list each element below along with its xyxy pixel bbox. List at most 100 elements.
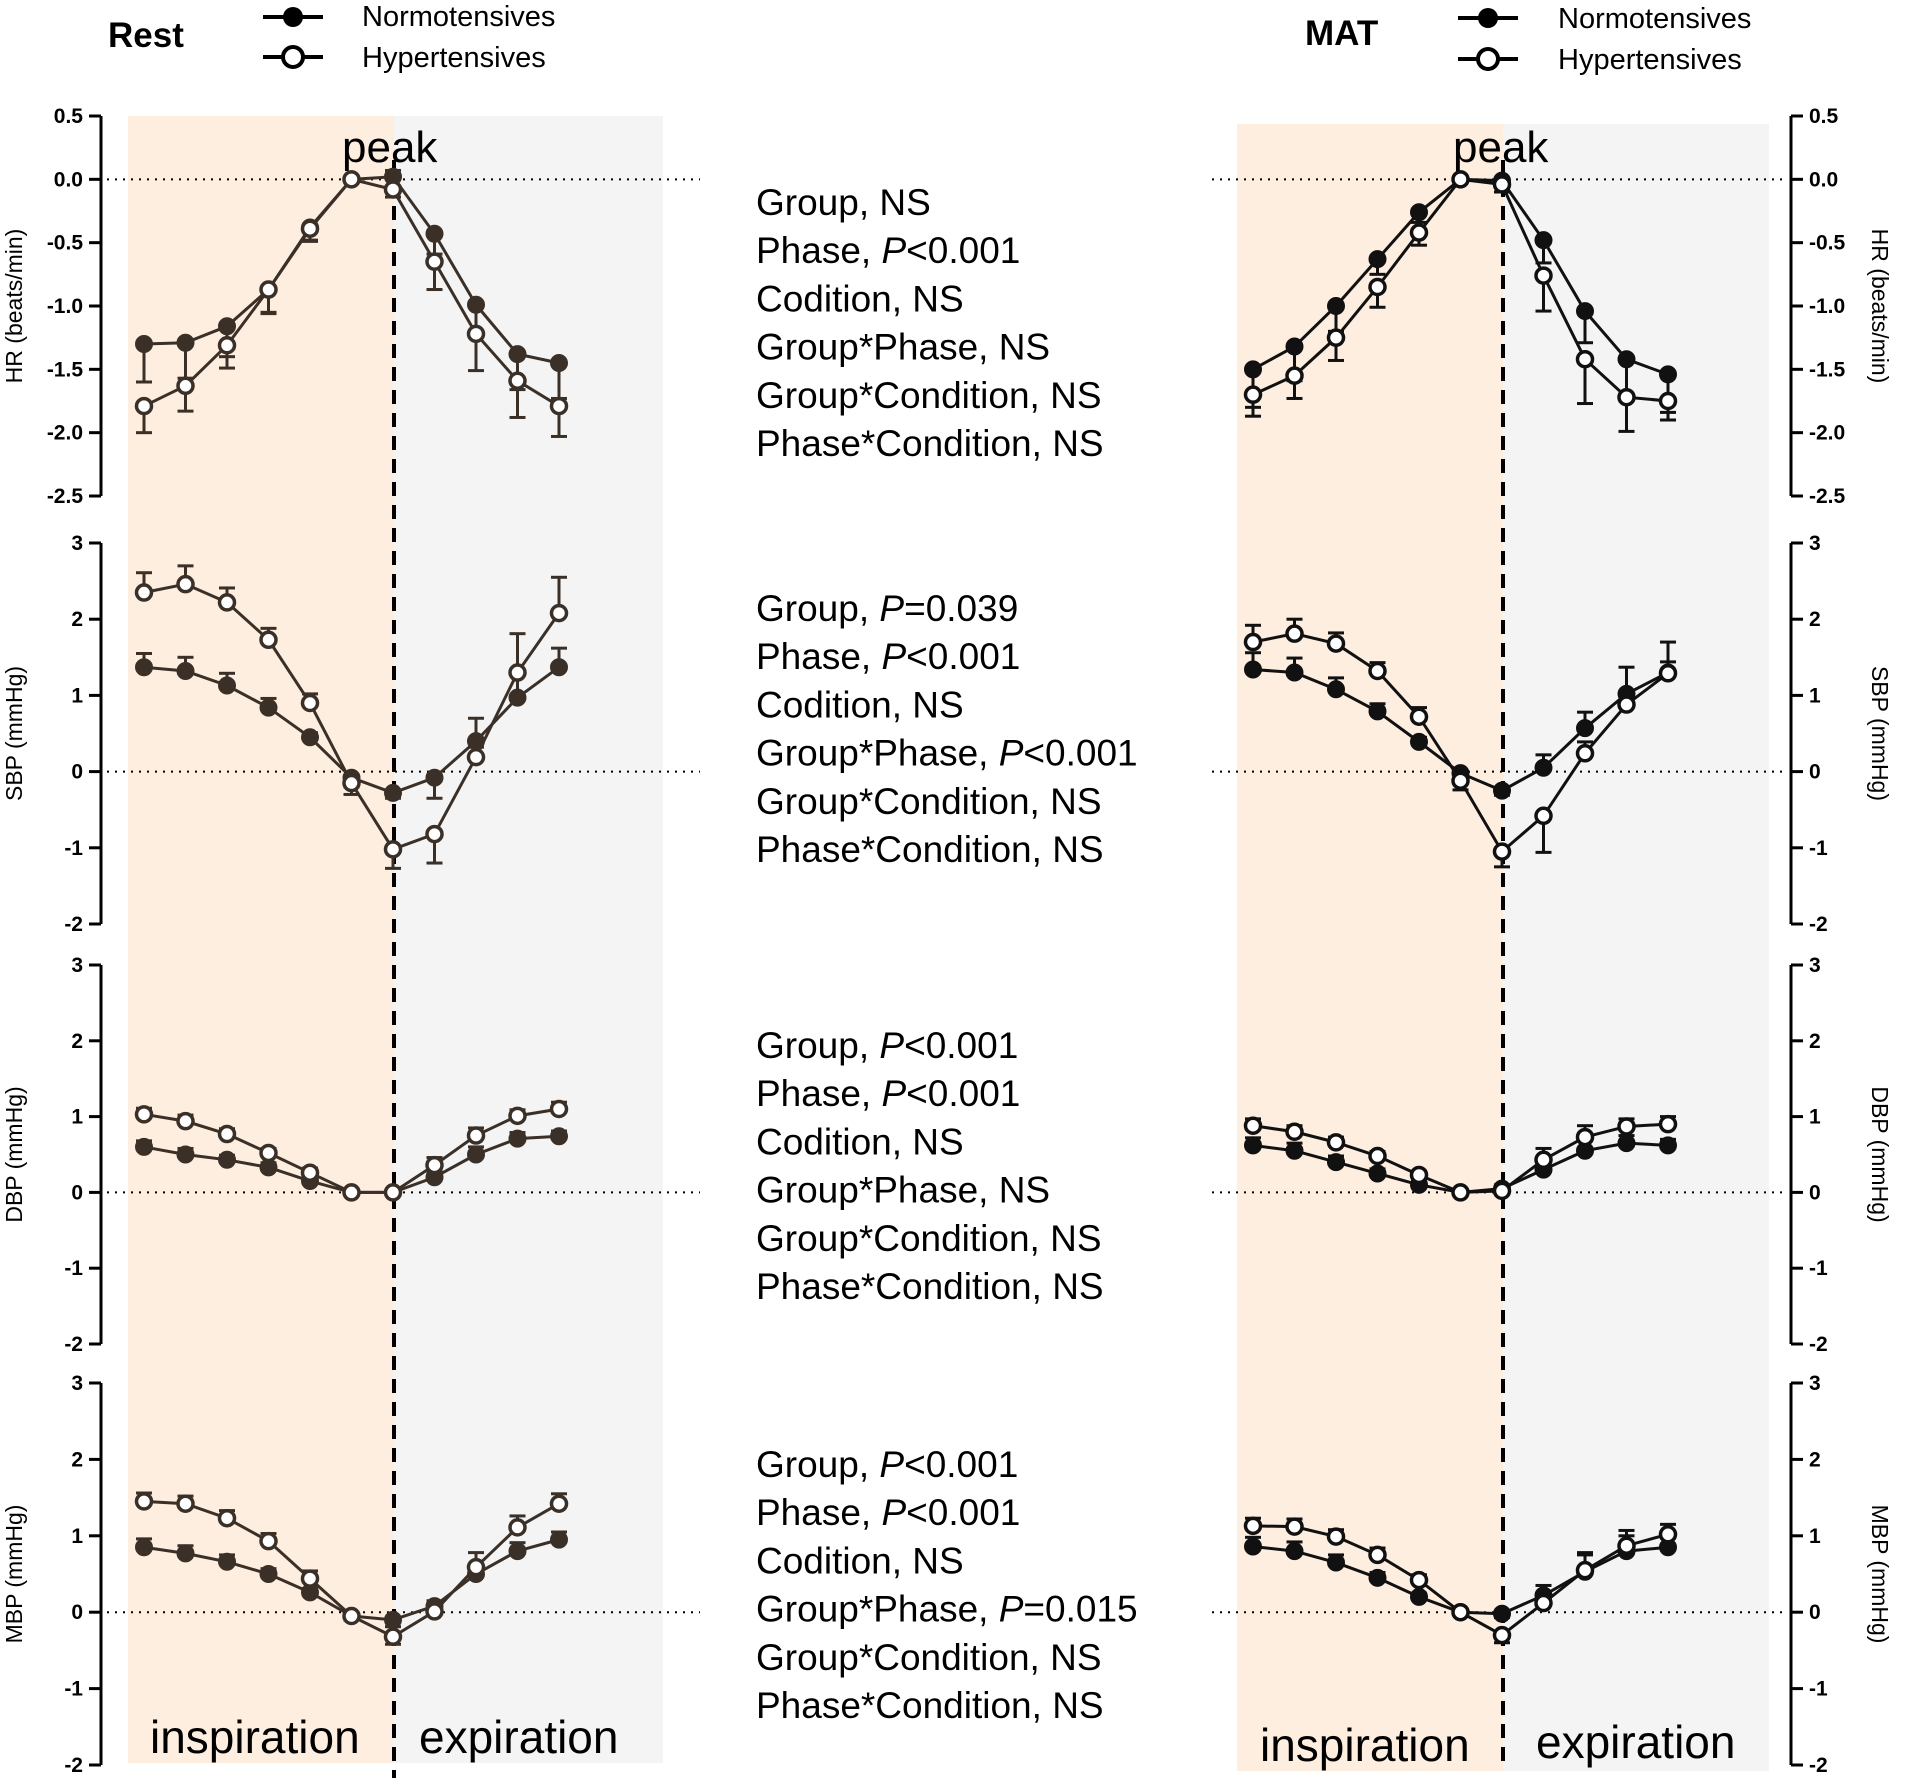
- data-point: [342, 1606, 361, 1626]
- rest-mbp-chart: 3 2 1 0 -1 -2 MBP (mmHg): [1, 1372, 700, 1777]
- data-point: [550, 1530, 568, 1549]
- legend-normotensives-marker: [283, 7, 303, 27]
- data-point: [1285, 663, 1304, 682]
- y-axis-label: HR (beats/min): [1, 229, 27, 384]
- data-point: [1492, 1625, 1512, 1645]
- stat-line: Codition, NS: [756, 1121, 964, 1162]
- data-point: [134, 583, 154, 602]
- y-tick-label: 1: [1809, 1525, 1821, 1548]
- data-point: [218, 317, 236, 336]
- stat-line: Phase*Condition, NS: [756, 829, 1104, 870]
- data-point: [1576, 719, 1594, 738]
- data-point: [383, 1183, 403, 1202]
- data-point: [549, 396, 569, 416]
- mat-expiration-band: [1503, 124, 1769, 1771]
- y-tick-label: 1: [71, 1106, 83, 1129]
- y-tick-label: -1.0: [1809, 295, 1845, 318]
- y-tick-label: 0.5: [1809, 105, 1839, 128]
- y-tick-label: 3: [1809, 532, 1821, 555]
- stat-line: Group, P=0.039: [756, 588, 1018, 629]
- y-tick-label: -1: [64, 1257, 83, 1280]
- data-point: [259, 698, 278, 717]
- data-point: [508, 663, 527, 682]
- y-tick-label: 0: [1809, 1601, 1821, 1624]
- data-point: [1327, 1153, 1345, 1172]
- mat-inspiration-label: inspiration: [1260, 1719, 1470, 1771]
- stat-line: Group*Condition, NS: [756, 781, 1102, 822]
- data-point: [1285, 1542, 1304, 1561]
- y-axis-label: SBP (mmHg): [1867, 666, 1893, 801]
- data-point: [1617, 695, 1636, 714]
- data-point: [425, 1602, 444, 1621]
- data-point: [1368, 1545, 1387, 1565]
- y-tick-label: -2: [64, 1754, 83, 1777]
- data-point: [1451, 1183, 1470, 1202]
- y-tick-label: -2: [64, 1333, 83, 1356]
- legend-normotensives-label: Normotensives: [362, 1, 555, 33]
- legend-hypertensives-label: Hypertensives: [362, 42, 546, 74]
- data-point: [466, 1126, 486, 1145]
- y-tick-label: 3: [71, 954, 83, 977]
- y-tick-label: -0.5: [1809, 232, 1846, 255]
- data-point: [1285, 337, 1304, 356]
- rest-dbp-chart: 3 2 1 0 -1 -2 DBP (mmHg): [1, 954, 700, 1356]
- data-point: [259, 1531, 278, 1551]
- data-point: [508, 1542, 527, 1561]
- y-tick-label: -1: [64, 1678, 83, 1701]
- stat-line: Codition, NS: [756, 278, 964, 319]
- data-point: [300, 693, 320, 713]
- data-point: [342, 170, 361, 189]
- data-point: [1409, 223, 1429, 242]
- data-point: [1534, 266, 1553, 285]
- data-point: [1576, 302, 1594, 321]
- y-tick-label: -0.5: [47, 232, 84, 255]
- data-point: [1658, 391, 1678, 411]
- y-tick-label: 0.0: [1809, 168, 1838, 191]
- y-tick-label: 3: [1809, 1372, 1821, 1395]
- data-point: [1659, 365, 1677, 384]
- y-tick-label: -2.0: [1809, 422, 1845, 445]
- stat-line: Phase*Condition, NS: [756, 1685, 1104, 1726]
- stat-line: Group*Condition, NS: [756, 1218, 1102, 1259]
- hypertensives-series: [134, 564, 569, 870]
- y-axis-label: SBP (mmHg): [1, 666, 27, 801]
- data-point: [1326, 328, 1346, 347]
- data-point: [259, 280, 278, 299]
- hr-stats: Group, NS Phase, P<0.001 Codition, NS Group…: [756, 182, 1104, 464]
- data-point: [1409, 707, 1429, 726]
- mat-inspiration-band: [1237, 124, 1503, 1771]
- y-tick-label: 1: [71, 1525, 83, 1548]
- y-tick-label: 2: [1809, 1030, 1821, 1053]
- rest-expiration-band: [394, 116, 663, 1763]
- data-point: [342, 1183, 361, 1202]
- data-point: [1410, 732, 1428, 751]
- data-point: [1658, 1525, 1678, 1544]
- y-tick-label: 1: [1809, 684, 1821, 707]
- y-tick-label: 1: [71, 684, 83, 707]
- data-point: [1285, 1122, 1304, 1142]
- stat-line: Group*Condition, NS: [756, 375, 1102, 416]
- data-point: [176, 1494, 195, 1513]
- data-point: [508, 1518, 527, 1537]
- y-axis-label: HR (beats/min): [1867, 229, 1893, 384]
- stat-line: Group, P<0.001: [756, 1025, 1018, 1066]
- data-point: [217, 336, 237, 355]
- data-point: [259, 630, 278, 650]
- y-tick-label: -1.0: [47, 295, 83, 318]
- data-point: [1492, 175, 1512, 194]
- y-tick-label: -1: [1809, 1678, 1828, 1701]
- stat-line: Group*Condition, NS: [756, 1637, 1102, 1678]
- y-axis-label: DBP (mmHg): [1, 1086, 27, 1222]
- y-tick-label: -2: [64, 913, 83, 936]
- stat-line: Phase, P<0.001: [756, 1492, 1020, 1533]
- data-point: [134, 1105, 154, 1124]
- y-tick-label: 2: [71, 608, 83, 631]
- data-point: [549, 1494, 569, 1513]
- data-point: [384, 783, 402, 802]
- data-point: [301, 728, 319, 747]
- stat-line: Group*Phase, NS: [756, 1170, 1050, 1211]
- data-point: [550, 354, 568, 372]
- y-tick-label: -1: [1809, 1257, 1828, 1280]
- data-point: [1575, 1127, 1595, 1147]
